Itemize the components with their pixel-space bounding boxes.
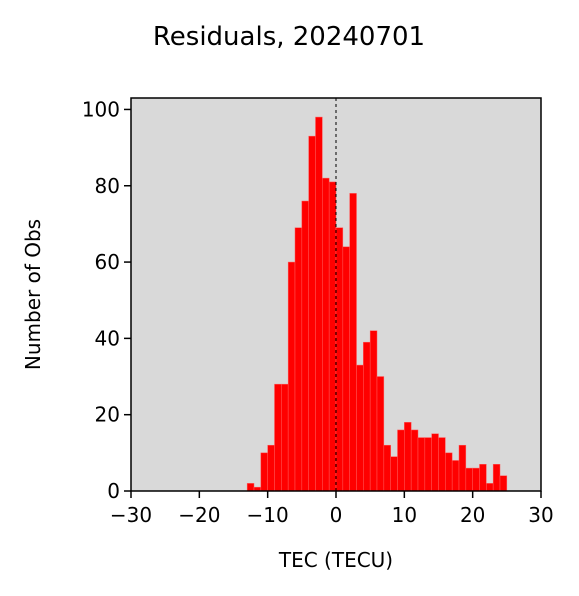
histogram-bar [417, 437, 426, 492]
x-axis-ticks: −30 −20 −10 0 10 20 30 [110, 491, 554, 527]
histogram-bar [397, 429, 405, 492]
histogram-bar [404, 422, 412, 492]
histogram-bar [451, 460, 460, 492]
histogram-bar [267, 444, 275, 492]
histogram-bar [294, 227, 303, 492]
histogram-bar [274, 383, 282, 492]
histogram-bar [335, 227, 344, 492]
x-tick-label: 10 [392, 503, 417, 527]
x-tick-label: 20 [460, 503, 485, 527]
histogram-bar [281, 383, 289, 492]
histogram-bar [349, 193, 357, 492]
x-tick-label: −20 [178, 503, 220, 527]
histogram-bar [424, 437, 432, 492]
y-tick-label: 0 [107, 479, 120, 503]
histogram-bar [369, 330, 378, 492]
x-tick-label: −30 [110, 503, 152, 527]
x-tick-label: 0 [330, 503, 343, 527]
x-axis-label: TEC (TECU) [278, 548, 393, 572]
histogram-bar [260, 452, 268, 492]
chart-title: Residuals, 20240701 [153, 22, 425, 52]
histogram-bar [479, 464, 487, 492]
histogram-bar [315, 116, 323, 492]
y-tick-label: 20 [95, 403, 120, 427]
histogram-bar [492, 464, 501, 492]
y-tick-label: 80 [95, 174, 120, 198]
x-tick-label: 30 [528, 503, 553, 527]
histogram-bar [322, 177, 330, 492]
histogram-bar [376, 376, 385, 492]
histogram-bar [445, 452, 453, 492]
y-tick-label: 60 [95, 250, 120, 274]
histogram-bar [431, 433, 439, 492]
histogram-bar [363, 341, 371, 492]
histogram-bar [356, 364, 364, 492]
histogram-bar [410, 429, 419, 492]
histogram-bar [287, 261, 296, 492]
y-tick-label: 40 [95, 326, 120, 350]
histogram-bar [301, 200, 309, 492]
histogram-bar [342, 246, 350, 492]
histogram-bar [308, 135, 316, 492]
x-tick-label: −10 [247, 503, 289, 527]
histogram-bar [390, 456, 398, 492]
histogram-bar [458, 444, 467, 492]
y-axis-ticks: 0 20 40 60 80 100 [82, 97, 131, 503]
histogram-bar [438, 437, 446, 492]
histogram-bar [472, 467, 480, 492]
histogram-bar [465, 467, 473, 492]
histogram-bar [328, 181, 337, 492]
histogram-bar [499, 475, 508, 492]
histogram-bar [246, 483, 255, 492]
y-tick-label: 100 [82, 97, 120, 121]
histogram-bar [486, 483, 494, 492]
y-axis-label: Number of Obs [21, 219, 45, 370]
histogram-bar [383, 444, 391, 492]
